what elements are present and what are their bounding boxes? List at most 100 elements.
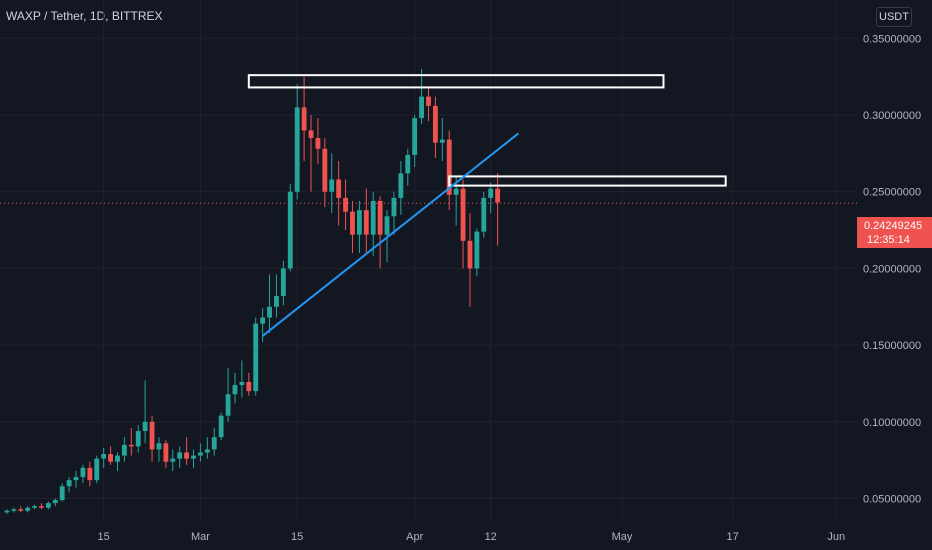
chart-title: WAXP / Tether, 1D, BITTREX — [6, 9, 163, 23]
candle-body — [412, 118, 418, 155]
candle-body — [260, 317, 266, 324]
candle-body — [11, 509, 17, 511]
candle-body — [170, 458, 176, 462]
candle-body — [488, 188, 494, 198]
candle-body — [294, 107, 300, 192]
candle-body — [253, 323, 259, 392]
price-axis[interactable]: 0.05000000 0.10000000 0.15000000 0.20000000… — [863, 33, 921, 505]
currency-button[interactable]: USDT — [876, 7, 912, 27]
time-tick-label: 15 — [98, 531, 110, 543]
trendline — [262, 132, 519, 337]
price-tick-label: 0.20000000 — [863, 263, 921, 275]
candle-body — [467, 240, 473, 269]
candle-body — [495, 188, 501, 203]
time-tick-label: 12 — [485, 531, 497, 543]
candles — [4, 69, 501, 514]
candle-body — [177, 452, 183, 459]
last-price-label-bg — [857, 217, 932, 248]
candle-body — [204, 449, 210, 453]
time-tick-label: 15 — [291, 531, 303, 543]
candle-body — [198, 452, 203, 456]
candle-body — [453, 188, 459, 195]
last-price-value: 0.24249245 — [864, 220, 922, 232]
candle-body — [218, 415, 224, 438]
candle-body — [101, 454, 107, 459]
candle-body — [45, 503, 51, 508]
candle-body — [156, 443, 162, 450]
candle-body — [4, 510, 10, 513]
candle-body — [142, 421, 148, 432]
candle-body — [301, 107, 307, 131]
candle-body — [239, 381, 245, 386]
time-axis[interactable]: 15 Mar 15 Apr 12 May 17 Jun — [98, 531, 846, 543]
resistance-zone — [247, 74, 665, 89]
candle-body — [384, 216, 390, 235]
candle-body — [405, 154, 411, 174]
annotations — [247, 74, 727, 337]
candle-body — [329, 179, 335, 192]
candle-body — [398, 173, 404, 198]
candle-body — [59, 486, 65, 501]
grid — [0, 0, 857, 520]
candle-body — [322, 148, 328, 192]
candle-body — [432, 105, 438, 143]
price-tick-label: 0.35000000 — [863, 33, 921, 45]
candle-body — [121, 444, 127, 456]
candle-body — [426, 96, 431, 106]
candle-body — [308, 130, 314, 139]
candle-body — [280, 268, 286, 297]
candle-body — [232, 385, 238, 395]
price-tick-label: 0.25000000 — [863, 187, 921, 199]
candle-body — [149, 421, 155, 450]
last-price-label: 0.24249245 12:35:14 — [857, 217, 932, 248]
candle-body — [363, 210, 369, 235]
price-tick-label: 0.30000000 — [863, 110, 921, 122]
candle-body — [66, 480, 72, 487]
candle-body — [460, 188, 466, 241]
candle-body — [73, 477, 79, 481]
candle-body — [108, 454, 113, 462]
candle-body — [439, 139, 445, 143]
candle-body — [446, 139, 452, 195]
price-tick-label: 0.10000000 — [863, 417, 921, 429]
candle-body — [163, 443, 169, 462]
candle-body — [128, 444, 134, 447]
candle-body — [274, 296, 279, 307]
price-tick-label: 0.15000000 — [863, 340, 921, 352]
candle-body — [225, 394, 231, 416]
price-tick-label: 0.05000000 — [863, 494, 921, 506]
candle-body — [287, 191, 293, 269]
candle-body — [370, 200, 376, 235]
candle-body — [52, 500, 58, 504]
candle-body — [191, 455, 196, 459]
candle-body — [356, 210, 362, 235]
candle-body — [377, 200, 383, 235]
candle-body — [135, 431, 141, 447]
candle-body — [267, 306, 272, 318]
candle-body — [474, 231, 480, 269]
time-tick-label: Mar — [191, 531, 210, 543]
time-tick-label: Jun — [827, 531, 845, 543]
candle-body — [350, 211, 355, 235]
candle-body — [481, 197, 487, 232]
candle-body — [419, 96, 425, 119]
candle-body — [246, 381, 252, 392]
time-tick-label: 17 — [726, 531, 738, 543]
countdown-timer: 12:35:14 — [867, 234, 910, 246]
candle-body — [391, 197, 397, 217]
candle-body — [184, 452, 190, 459]
candle-body — [115, 455, 120, 462]
candle-body — [94, 458, 100, 481]
candle-body — [343, 197, 348, 212]
candle-body — [87, 467, 93, 481]
candle-body — [25, 507, 31, 511]
candle-body — [336, 179, 342, 198]
candle-body — [80, 467, 86, 478]
time-tick-label: Apr — [406, 531, 423, 543]
resistance-zone — [448, 175, 727, 187]
candle-body — [39, 506, 44, 508]
candle-body — [211, 437, 217, 450]
candle-body — [18, 509, 24, 511]
candle-body — [315, 138, 321, 149]
